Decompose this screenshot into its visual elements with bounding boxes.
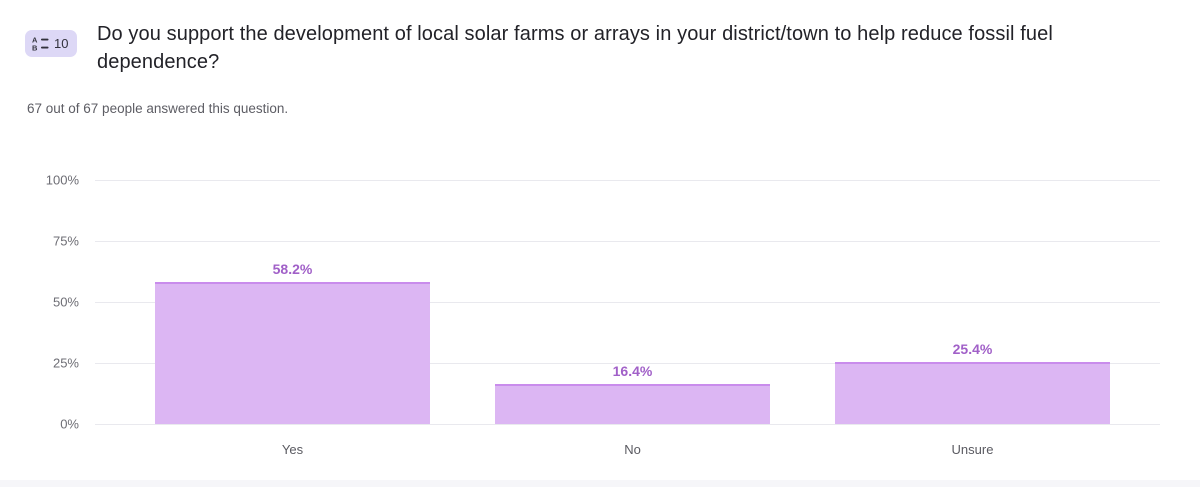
question-number-badge: A B 10 xyxy=(25,30,78,57)
question-number: 10 xyxy=(54,36,69,51)
gridline xyxy=(95,302,1160,303)
bar-value-label: 58.2% xyxy=(272,261,313,277)
y-axis-tick-label: 50% xyxy=(52,294,79,310)
bar-unsure xyxy=(835,362,1110,424)
y-axis-tick-label: 0% xyxy=(60,416,79,432)
bar-value-label: 16.4% xyxy=(612,362,653,379)
gridline xyxy=(95,180,1160,181)
x-axis-category-label: Unsure xyxy=(951,442,994,457)
x-axis-category-label: Yes xyxy=(281,442,304,457)
gridline xyxy=(95,241,1160,242)
y-axis-tick-label: 75% xyxy=(52,233,79,249)
card-bottom-edge xyxy=(0,480,1200,487)
answered-count-text: 67 out of 67 people answered this questi… xyxy=(27,101,289,116)
question-title: Do you support the development of local … xyxy=(97,23,1053,73)
y-axis-tick-label: 25% xyxy=(52,355,79,371)
svg-text:B: B xyxy=(32,44,38,53)
svg-text:A: A xyxy=(32,36,38,45)
bar-no xyxy=(495,383,770,424)
multiple-choice-list-icon: A B xyxy=(32,35,49,52)
gridline xyxy=(95,424,1160,425)
bar-yes xyxy=(155,282,430,424)
bar-chart: 100% 75% 50% 25% 0% 58.2% Yes 16.4% No 25.4% Unsur… xyxy=(46,173,1160,457)
x-axis-category-label: No xyxy=(624,442,641,457)
y-axis-tick-label: 100% xyxy=(45,172,79,188)
bar-value-label: 25.4% xyxy=(952,341,993,358)
gridline xyxy=(95,363,1160,364)
